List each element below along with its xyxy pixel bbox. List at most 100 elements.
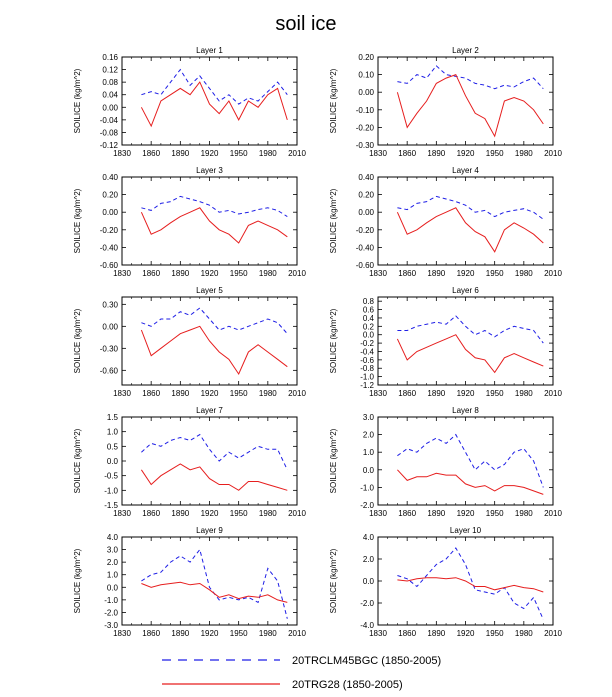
x-tick-label: 1920 <box>201 269 219 278</box>
y-tick-label: -0.20 <box>100 226 119 235</box>
series-line-g28 <box>141 581 288 603</box>
x-tick-label: 2010 <box>544 149 562 158</box>
y-tick-label: 2.0 <box>363 555 375 564</box>
y-tick-label: -0.30 <box>100 344 119 353</box>
y-tick-label: 0.0 <box>107 457 119 466</box>
series-line-clm45bgc <box>141 195 288 218</box>
plot-frame <box>121 56 298 146</box>
y-axis-label: SOILICE (kg/m^2) <box>329 308 338 373</box>
plot-frame <box>121 536 298 626</box>
y-tick-label: -4.0 <box>360 621 374 630</box>
y-tick-label: -0.20 <box>356 123 375 132</box>
y-tick-label: 0.20 <box>358 191 374 200</box>
panel-title: Layer 3 <box>196 166 223 175</box>
y-axis-label: SOILICE (kg/m^2) <box>329 428 338 493</box>
y-tick-label: 4.0 <box>363 533 375 542</box>
x-tick-label: 1860 <box>142 509 160 518</box>
x-tick-label: 1950 <box>230 509 248 518</box>
x-tick-label: 1950 <box>486 509 504 518</box>
series-line-clm45bgc <box>397 65 544 90</box>
y-tick-label: -0.5 <box>104 472 118 481</box>
x-tick-label: 1920 <box>457 269 475 278</box>
x-tick-label: 1980 <box>515 509 533 518</box>
x-tick-label: 1950 <box>486 389 504 398</box>
x-tick-label: 1860 <box>142 149 160 158</box>
x-tick-label: 1980 <box>259 509 277 518</box>
x-tick-label: 1860 <box>398 629 416 638</box>
y-tick-label: 0.20 <box>358 53 374 62</box>
plot-frame <box>377 296 554 386</box>
y-tick-label: -1.0 <box>360 483 374 492</box>
panel-title: Layer 1 <box>196 46 223 55</box>
series-line-g28 <box>396 73 544 138</box>
legend: 20TRCLM45BGC (1850-2005) 20TRG28 (1850-2… <box>162 655 441 691</box>
x-tick-label: 1950 <box>486 269 504 278</box>
y-tick-label: 0.16 <box>102 53 118 62</box>
x-tick-label: 1890 <box>171 149 189 158</box>
x-tick-label: 1980 <box>515 269 533 278</box>
x-tick-label: 1920 <box>457 389 475 398</box>
series-line-clm45bgc <box>397 315 544 344</box>
x-tick-label: 1980 <box>515 149 533 158</box>
y-tick-label: 0.0 <box>363 331 375 340</box>
panel-layer-10: Layer 10 SOILICE (kg/m^2) 1830 1860 1890 1920… <box>329 526 562 638</box>
x-tick-label: 1830 <box>113 509 131 518</box>
x-tick-label: 1950 <box>230 149 248 158</box>
y-tick-label: 1.0 <box>363 448 375 457</box>
x-tick-label: 1950 <box>230 629 248 638</box>
x-tick-label: 1890 <box>171 389 189 398</box>
panel-layer-7: Layer 7 SOILICE (kg/m^2) 1830 1860 1890 1920 1… <box>73 406 306 518</box>
y-tick-label: -0.8 <box>360 364 374 373</box>
x-tick-label: 1830 <box>369 149 387 158</box>
y-tick-label: -0.04 <box>100 116 119 125</box>
series-line-g28 <box>396 207 544 253</box>
x-tick-label: 2010 <box>544 269 562 278</box>
y-tick-label: 0.2 <box>363 322 375 331</box>
x-tick-label: 2010 <box>288 509 306 518</box>
x-tick-label: 2010 <box>544 389 562 398</box>
series-line-clm45bgc <box>141 307 288 335</box>
x-tick-label: 1980 <box>259 149 277 158</box>
x-tick-label: 1890 <box>427 629 445 638</box>
series-line-clm45bgc <box>141 68 288 105</box>
y-tick-label: 0.6 <box>363 306 375 315</box>
x-tick-label: 1980 <box>515 389 533 398</box>
y-tick-label: -3.0 <box>104 621 118 630</box>
y-axis-label: SOILICE (kg/m^2) <box>73 188 82 253</box>
panel-layer-9: Layer 9 SOILICE (kg/m^2) 1830 1860 1890 1920 1… <box>73 526 306 638</box>
y-tick-label: 0.12 <box>102 66 118 75</box>
x-tick-label: 2010 <box>288 149 306 158</box>
panel-layer-2: Layer 2 SOILICE (kg/m^2) 1830 1860 1890 1920 1… <box>329 46 562 158</box>
panel-layer-1: Layer 1 SOILICE (kg/m^2) 1830 1860 1890 1920 1… <box>73 46 306 158</box>
y-tick-label: 0.00 <box>102 208 118 217</box>
y-tick-label: 0.8 <box>363 297 375 306</box>
x-tick-label: 2010 <box>544 509 562 518</box>
series-line-g28 <box>140 81 288 128</box>
y-tick-label: -0.08 <box>100 128 119 137</box>
x-tick-label: 1890 <box>427 149 445 158</box>
x-tick-label: 1830 <box>369 269 387 278</box>
series-line-g28 <box>397 577 544 593</box>
y-tick-label: 0.00 <box>358 88 374 97</box>
y-tick-label: 0.30 <box>102 300 118 309</box>
y-tick-label: -0.40 <box>356 243 375 252</box>
y-tick-label: -0.60 <box>356 261 375 270</box>
x-tick-label: 1980 <box>259 269 277 278</box>
x-tick-label: 1860 <box>142 389 160 398</box>
x-tick-label: 1920 <box>201 629 219 638</box>
panel-title: Layer 2 <box>452 46 479 55</box>
x-tick-label: 2010 <box>288 629 306 638</box>
plot-frame <box>121 416 298 506</box>
series-line-g28 <box>140 463 288 491</box>
y-tick-label: -1.0 <box>360 373 374 382</box>
y-tick-label: 0.08 <box>102 78 118 87</box>
x-tick-label: 1890 <box>171 269 189 278</box>
x-tick-label: 1920 <box>201 149 219 158</box>
x-tick-label: 1830 <box>113 269 131 278</box>
y-tick-label: -0.40 <box>100 243 119 252</box>
x-tick-label: 1980 <box>259 629 277 638</box>
y-tick-label: -0.4 <box>360 347 374 356</box>
y-axis-label: SOILICE (kg/m^2) <box>329 188 338 253</box>
y-tick-label: 0.4 <box>363 314 375 323</box>
